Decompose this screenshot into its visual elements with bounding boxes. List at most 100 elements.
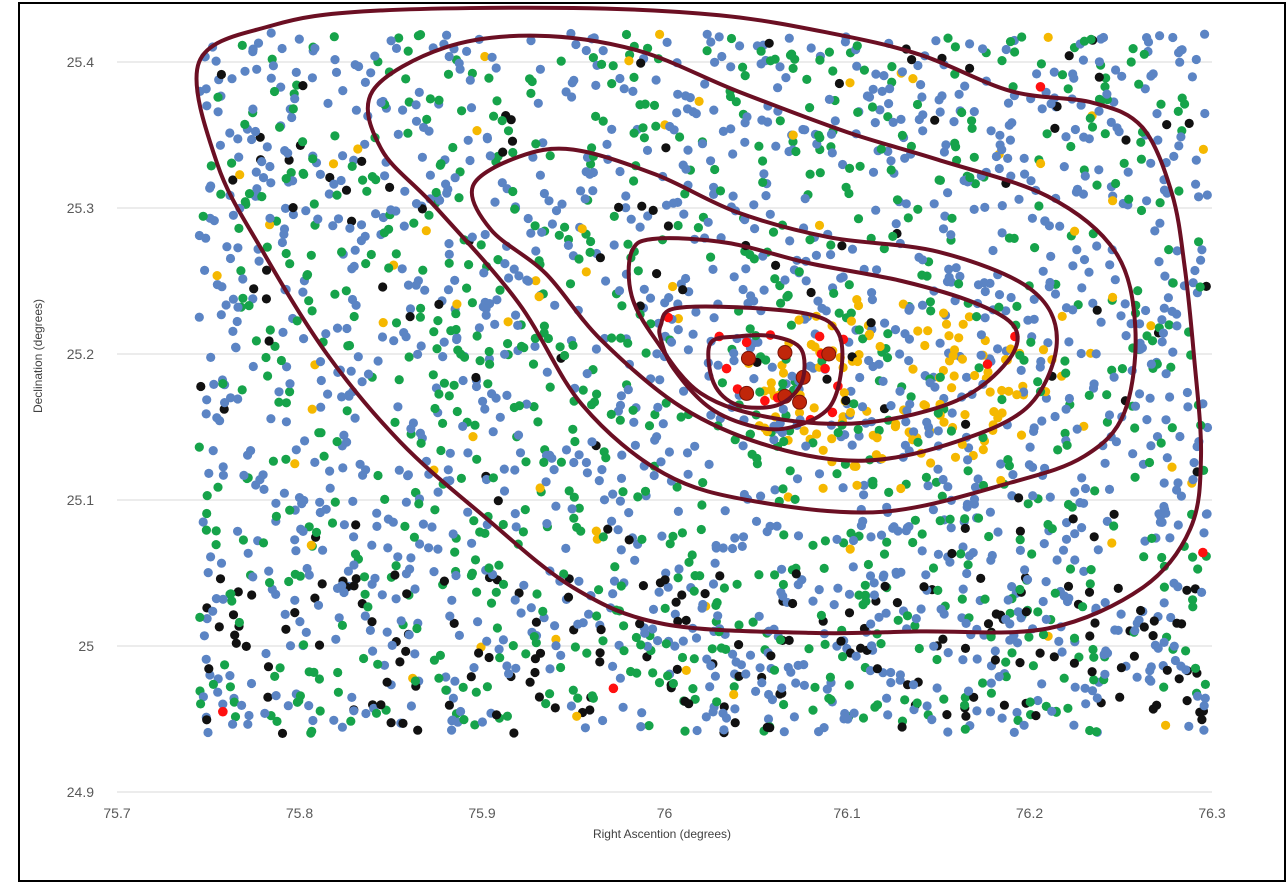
data-point [443, 285, 454, 295]
data-point [333, 687, 343, 697]
data-point [531, 246, 541, 256]
data-point [247, 134, 257, 145]
data-point [1199, 725, 1209, 735]
data-point [1162, 453, 1172, 463]
data-point [806, 287, 816, 298]
data-point [661, 143, 671, 153]
data-point [500, 349, 510, 359]
data-point [1094, 165, 1104, 175]
data-point [962, 499, 973, 509]
data-point [1063, 499, 1074, 510]
data-point [669, 125, 679, 135]
data-point [1132, 618, 1142, 628]
data-point [482, 682, 492, 692]
data-point [466, 672, 476, 682]
data-point [653, 402, 663, 412]
data-point [356, 236, 366, 246]
data-point [852, 41, 862, 51]
data-point [815, 55, 825, 65]
red-data-point [760, 395, 770, 406]
data-point [598, 715, 608, 726]
data-point [963, 686, 974, 696]
data-point [629, 176, 639, 186]
data-point [872, 700, 883, 710]
data-point [430, 403, 440, 414]
data-point [1041, 577, 1051, 587]
data-point [840, 37, 851, 47]
data-point [757, 115, 767, 125]
data-point [1107, 365, 1117, 375]
data-point [406, 701, 416, 711]
data-point [868, 476, 878, 486]
data-point [198, 211, 208, 221]
data-point [509, 728, 519, 738]
data-point [372, 521, 382, 532]
data-point [271, 498, 281, 508]
data-point [502, 661, 512, 671]
data-point [402, 589, 412, 599]
data-point [1008, 470, 1018, 480]
data-point [794, 408, 805, 418]
data-point [680, 189, 690, 199]
data-point [403, 280, 414, 290]
data-point [730, 435, 740, 445]
data-point [404, 630, 414, 640]
data-point [541, 477, 551, 487]
data-point [234, 617, 244, 628]
data-point [246, 678, 257, 689]
data-point [405, 312, 415, 322]
data-point [1169, 641, 1179, 651]
data-point [853, 107, 863, 117]
data-point [765, 723, 775, 733]
data-point [908, 364, 918, 374]
data-point [1165, 533, 1175, 543]
data-point [820, 639, 830, 650]
data-point [215, 140, 225, 150]
data-point [216, 558, 227, 568]
data-point [339, 520, 349, 530]
data-point [238, 293, 248, 303]
data-point [266, 178, 276, 188]
data-point [878, 572, 888, 582]
data-point [986, 126, 996, 136]
data-point [449, 380, 459, 390]
data-point [325, 483, 335, 493]
data-point [644, 721, 654, 731]
data-point [950, 138, 960, 148]
data-point [1055, 221, 1065, 231]
data-point [421, 226, 431, 236]
data-point [708, 707, 718, 717]
data-point [926, 458, 936, 468]
data-point [541, 699, 551, 709]
x-tick-label: 75.7 [103, 805, 130, 821]
data-point [349, 706, 359, 716]
data-point [630, 555, 640, 565]
data-point [672, 108, 682, 118]
data-point [599, 495, 610, 505]
data-point [700, 79, 710, 89]
data-point [783, 492, 793, 502]
data-point [547, 219, 558, 229]
data-point [530, 667, 540, 678]
data-point [624, 56, 634, 66]
data-point [609, 576, 620, 586]
data-point [728, 149, 738, 159]
data-point [588, 693, 599, 703]
highlight-data-point [777, 345, 793, 361]
data-point [477, 717, 487, 727]
data-point [798, 124, 808, 135]
data-point [799, 660, 809, 670]
data-point [1094, 106, 1104, 116]
data-point [346, 366, 356, 376]
data-point [280, 203, 291, 213]
data-point [448, 529, 458, 539]
data-point [913, 326, 923, 336]
data-point [851, 651, 861, 661]
data-point [965, 39, 975, 49]
data-point [978, 432, 988, 443]
data-point [261, 648, 271, 659]
data-point [491, 587, 501, 597]
data-point [869, 590, 880, 600]
data-point [531, 617, 542, 627]
data-point [697, 603, 707, 613]
